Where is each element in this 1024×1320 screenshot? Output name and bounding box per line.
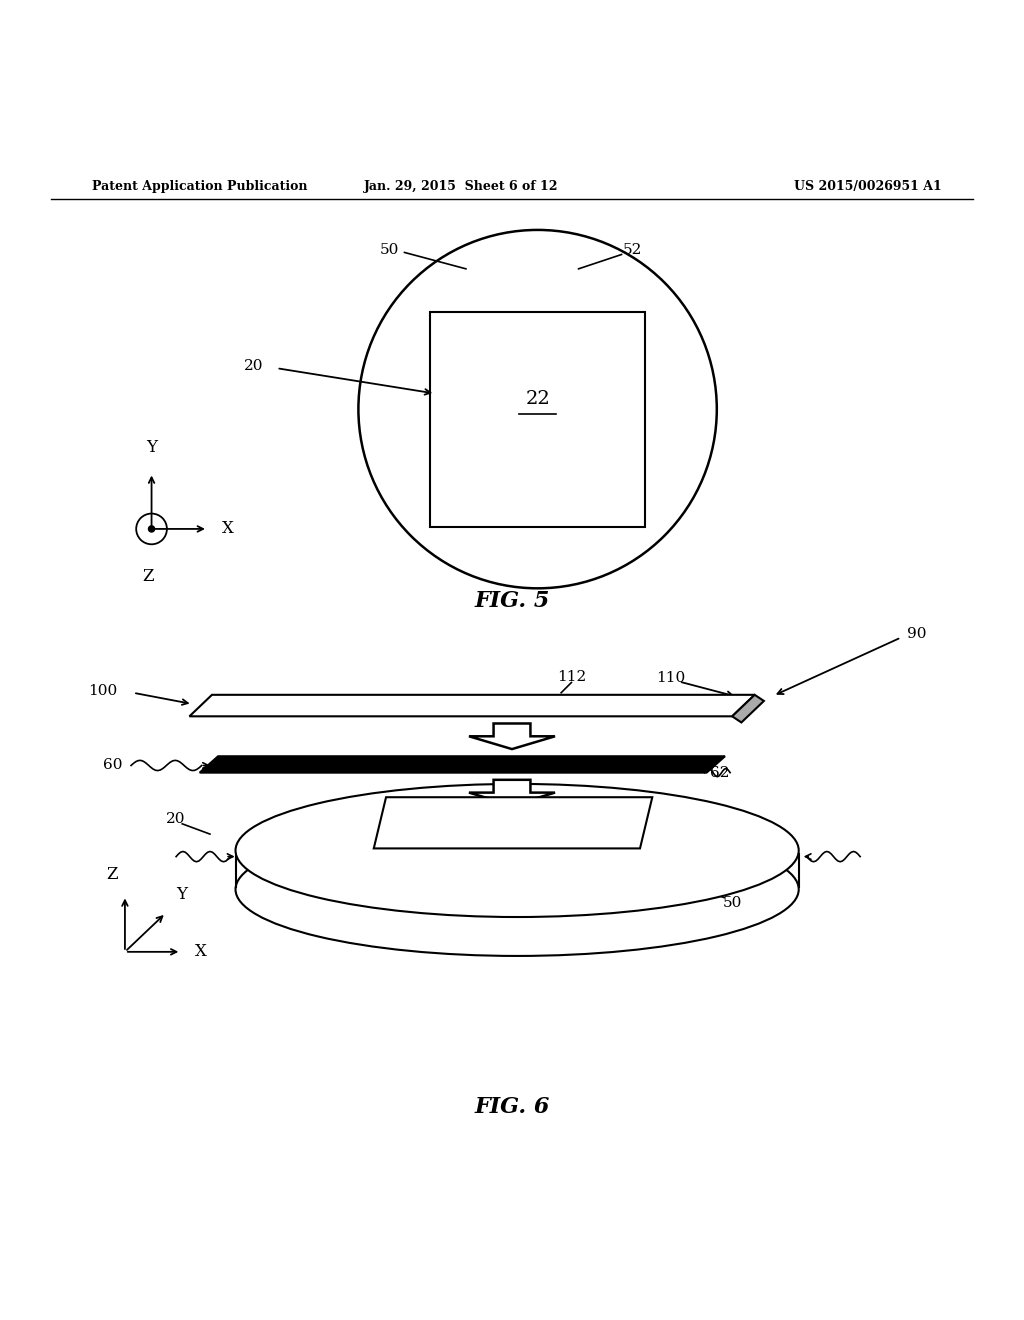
Text: Y: Y (146, 440, 157, 457)
Polygon shape (189, 694, 755, 717)
Text: 20: 20 (244, 359, 264, 374)
Text: X: X (195, 944, 207, 961)
Text: Patent Application Publication: Patent Application Publication (92, 181, 307, 194)
Ellipse shape (236, 784, 799, 917)
Polygon shape (200, 756, 725, 772)
Text: 22: 22 (525, 389, 550, 408)
Text: Y: Y (176, 886, 187, 903)
Text: 60: 60 (102, 759, 123, 772)
Polygon shape (469, 780, 555, 805)
Text: 112: 112 (557, 671, 586, 684)
Text: 100: 100 (88, 684, 118, 698)
Text: 110: 110 (656, 672, 685, 685)
Text: Z: Z (142, 568, 155, 585)
Text: US 2015/0026951 A1: US 2015/0026951 A1 (795, 181, 942, 194)
Text: 50: 50 (723, 896, 741, 909)
Text: 20: 20 (166, 812, 186, 826)
Text: X: X (222, 520, 234, 537)
Text: Z: Z (105, 866, 118, 883)
Ellipse shape (236, 822, 799, 956)
Text: Jan. 29, 2015  Sheet 6 of 12: Jan. 29, 2015 Sheet 6 of 12 (364, 181, 558, 194)
Text: 62: 62 (710, 766, 729, 780)
Text: FIG. 5: FIG. 5 (474, 590, 550, 611)
Text: 22: 22 (640, 809, 660, 822)
Text: 50: 50 (380, 243, 398, 257)
Text: 90: 90 (906, 627, 927, 642)
Text: FIG. 6: FIG. 6 (474, 1097, 550, 1118)
Text: 52: 52 (624, 243, 642, 257)
Polygon shape (732, 694, 764, 722)
Bar (430, 312, 645, 527)
Circle shape (148, 525, 155, 532)
Polygon shape (374, 797, 652, 849)
Polygon shape (469, 723, 555, 748)
